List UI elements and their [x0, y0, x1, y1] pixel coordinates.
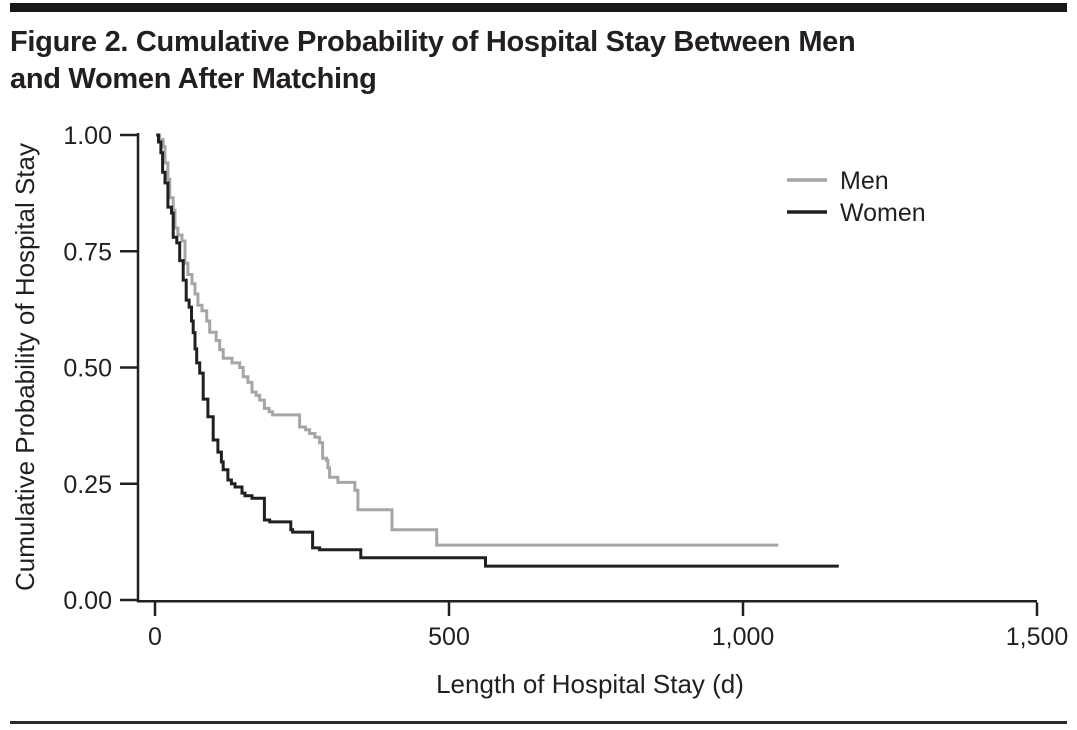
- y-tick-label: 0.75: [63, 238, 112, 266]
- x-tick-label: 0: [148, 623, 162, 651]
- legend: Men Women: [787, 167, 926, 227]
- figure-title-line2: and Women After Matching: [10, 63, 377, 95]
- figure-title: Figure 2. Cumulative Probability of Hosp…: [10, 24, 856, 98]
- bottom-rule: [10, 721, 1067, 724]
- x-tick-label: 1,000: [712, 623, 775, 651]
- x-tick-label: 500: [428, 623, 470, 651]
- x-axis-title: Length of Hospital Stay (d): [436, 669, 744, 699]
- figure-title-line1: Figure 2. Cumulative Probability of Hosp…: [10, 26, 856, 58]
- men-legend-label: Men: [840, 167, 889, 195]
- women-legend-label: Women: [840, 199, 926, 227]
- y-tick-label: 0.25: [63, 471, 112, 499]
- y-tick-label: 0.00: [63, 587, 112, 615]
- y-tick-label: 0.50: [63, 355, 112, 383]
- x-tick-label: 1,500: [1006, 623, 1069, 651]
- women-survival-curve: [156, 133, 839, 568]
- men-survival-curve: [156, 133, 779, 547]
- y-tick-label: 1.00: [63, 122, 112, 150]
- top-rule: [10, 3, 1067, 12]
- y-axis-title: Cumulative Probability of Hospital Stay: [10, 143, 40, 591]
